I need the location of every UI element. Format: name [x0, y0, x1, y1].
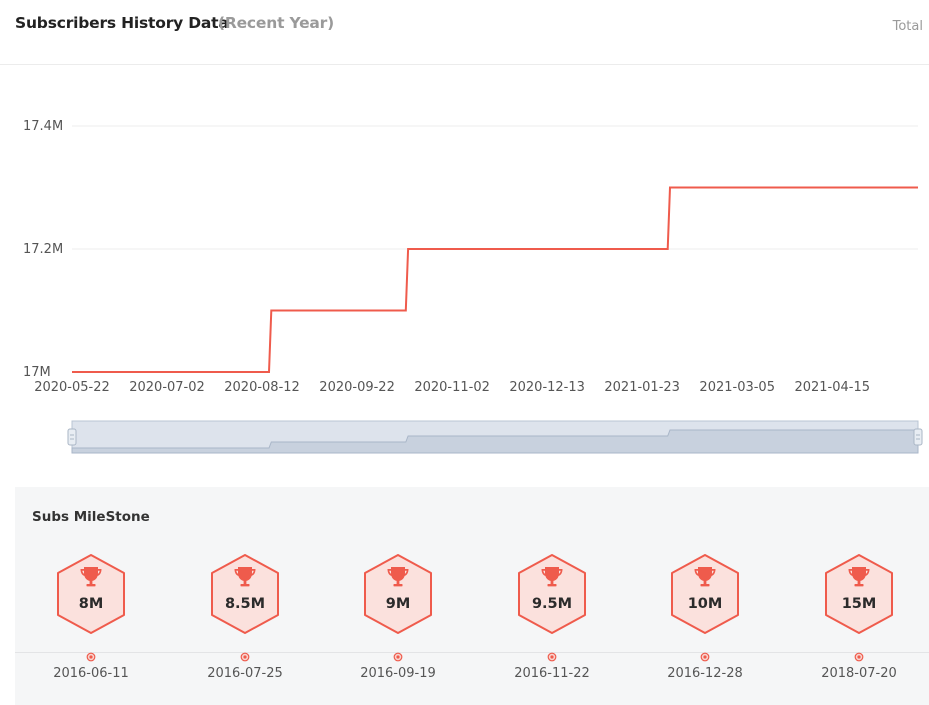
x-tick-label: 2020-08-12: [224, 380, 300, 395]
milestone-item: 9.5M 2016-11-22: [497, 551, 607, 701]
milestone-item: 15M 2018-07-20: [804, 551, 914, 701]
milestone-dot: [240, 647, 250, 662]
trophy-icon: [80, 567, 102, 587]
milestone-badge: 9.5M: [513, 551, 591, 637]
x-tick-label: 2021-03-05: [699, 380, 775, 395]
milestone-date: 2016-11-22: [514, 666, 590, 681]
subscribers-chart: 17M 17.2M 17.4M 2020-05-22 2020-07-02 2020-0…: [23, 119, 923, 454]
milestone-item: 9M 2016-09-19: [343, 551, 453, 701]
trophy-icon: [234, 567, 256, 587]
trophy-icon: [848, 567, 870, 587]
milestone-timeline: [15, 652, 929, 653]
milestone-badge: 10M: [666, 551, 744, 637]
milestone-date: 2016-12-28: [667, 666, 743, 681]
range-slider-left-handle[interactable]: [67, 428, 77, 446]
x-tick-label: 2020-12-13: [509, 380, 585, 395]
milestone-date: 2016-09-19: [360, 666, 436, 681]
milestone-value: 9M: [385, 596, 411, 612]
milestone-dot: [393, 647, 403, 662]
milestone-value: 10M: [687, 596, 723, 612]
page-title: Subscribers History Data: [15, 14, 229, 32]
milestone-dot: [86, 647, 96, 662]
milestone-badge: 15M: [820, 551, 898, 637]
milestone-value: 15M: [841, 596, 877, 612]
page-subtitle: (Recent Year): [218, 14, 334, 32]
milestone-panel: Subs MileStone 8M 2016-06-11 8.5M 2016-07-2…: [15, 487, 929, 705]
milestone-value: 9.5M: [531, 596, 573, 612]
milestone-item: 8M 2016-06-11: [36, 551, 146, 701]
x-tick-label: 2021-04-15: [794, 380, 870, 395]
milestone-date: 2016-06-11: [53, 666, 129, 681]
milestone-title: Subs MileStone: [32, 509, 150, 525]
milestone-value: 8M: [78, 596, 104, 612]
x-tick-label: 2020-09-22: [319, 380, 395, 395]
milestone-badge: 8.5M: [206, 551, 284, 637]
milestone-value: 8.5M: [224, 596, 266, 612]
range-slider-right-handle[interactable]: [913, 428, 923, 446]
x-tick-label: 2020-05-22: [34, 380, 110, 395]
milestone-dot: [547, 647, 557, 662]
milestone-item: 8.5M 2016-07-25: [190, 551, 300, 701]
trophy-icon: [387, 567, 409, 587]
x-tick-label: 2021-01-23: [604, 380, 680, 395]
milestone-dot: [700, 647, 710, 662]
y-tick-label: 17M: [23, 365, 51, 380]
series-line: [72, 186, 918, 373]
y-tick-label: 17.4M: [23, 119, 63, 134]
chart-header: Subscribers History Data (Recent Year) T…: [0, 0, 929, 65]
milestone-badge: 9M: [359, 551, 437, 637]
milestone-dot: [854, 647, 864, 662]
milestone-badge: 8M: [52, 551, 130, 637]
x-tick-label: 2020-07-02: [129, 380, 205, 395]
milestone-item: 10M 2016-12-28: [650, 551, 760, 701]
trophy-icon: [694, 567, 716, 587]
total-link[interactable]: Total: [892, 19, 923, 34]
y-tick-label: 17.2M: [23, 242, 63, 257]
x-tick-label: 2020-11-02: [414, 380, 490, 395]
milestone-date: 2016-07-25: [207, 666, 283, 681]
trophy-icon: [541, 567, 563, 587]
milestone-date: 2018-07-20: [821, 666, 897, 681]
